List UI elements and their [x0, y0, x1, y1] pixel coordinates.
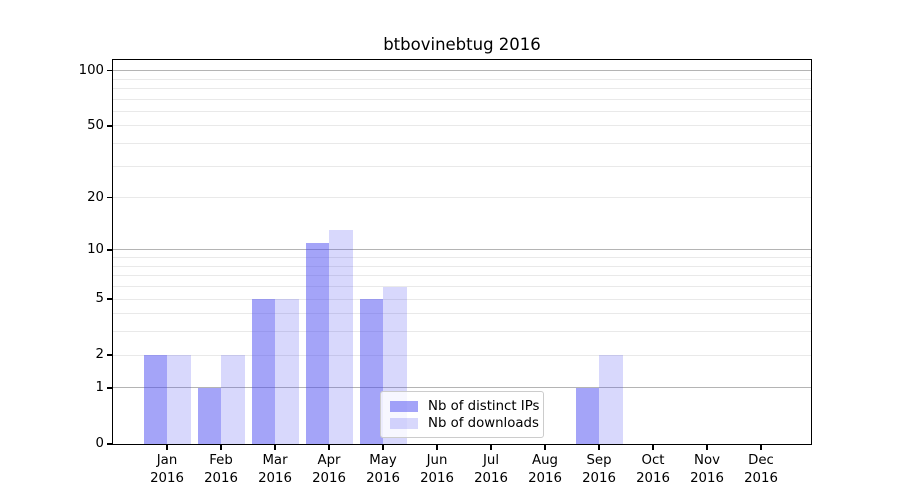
gridline-minor: [113, 125, 811, 127]
y-tick-mark: [107, 443, 112, 445]
y-tick-label: 2: [95, 347, 104, 363]
legend-swatch-distinct-ips: [390, 401, 418, 412]
y-tick-mark: [107, 298, 112, 300]
legend-swatch-downloads: [390, 418, 418, 429]
bar-downloads-feb: [221, 355, 245, 444]
bar-distinct-ips-sep: [575, 387, 599, 444]
y-tick-mark: [107, 387, 112, 389]
x-tick-label: Apr 2016: [312, 453, 346, 486]
gridline-minor: [113, 78, 811, 80]
gridline-major: [113, 387, 811, 389]
gridline-minor: [113, 331, 811, 333]
gridline-minor: [113, 165, 811, 167]
legend-label: Nb of downloads: [428, 416, 539, 431]
legend-label: Nb of distinct IPs: [428, 399, 540, 414]
gridline-minor: [113, 87, 811, 89]
y-tick-label: 1: [95, 379, 104, 395]
x-tick-label: Aug 2016: [528, 453, 562, 486]
x-tick-label: May 2016: [366, 453, 400, 486]
y-tick-label: 20: [87, 189, 104, 205]
y-tick-label: 10: [87, 241, 104, 257]
x-tick-mark: [274, 445, 276, 450]
gridline-minor: [113, 197, 811, 199]
bar-distinct-ips-jan: [143, 355, 167, 444]
x-tick-mark: [598, 445, 600, 450]
x-tick-label: Mar 2016: [258, 453, 292, 486]
y-tick-mark: [107, 125, 112, 127]
legend-item: Nb of distinct IPs: [390, 399, 539, 414]
legend: Nb of distinct IPs Nb of downloads: [380, 391, 544, 438]
chart-title: btbovinebtug 2016: [383, 35, 541, 54]
x-tick-mark: [328, 445, 330, 450]
bar-downloads-apr: [329, 230, 353, 444]
x-tick-label: Sep 2016: [582, 453, 616, 486]
x-tick-mark: [382, 445, 384, 450]
bar-downloads-sep: [599, 355, 623, 444]
gridline-minor: [113, 313, 811, 315]
x-tick-label: Jun 2016: [420, 453, 454, 486]
bar-downloads-jan: [167, 355, 191, 444]
y-tick-label: 50: [87, 117, 104, 133]
gridline-minor: [113, 265, 811, 267]
x-tick-mark: [436, 445, 438, 450]
x-tick-label: Dec 2016: [744, 453, 778, 486]
x-tick-mark: [166, 445, 168, 450]
x-tick-label: Jan 2016: [150, 453, 184, 486]
y-tick-mark: [107, 69, 112, 72]
gridline-minor: [113, 298, 811, 300]
gridline-minor: [113, 286, 811, 288]
x-tick-mark: [706, 445, 708, 450]
x-tick-label: Oct 2016: [636, 453, 670, 486]
x-tick-mark: [652, 445, 654, 450]
x-tick-label: Feb 2016: [204, 453, 238, 486]
x-tick-mark: [544, 445, 546, 450]
bar-downloads-mar: [275, 299, 299, 444]
gridline-major: [113, 249, 811, 251]
y-tick-label: 5: [95, 291, 104, 307]
y-tick-mark: [107, 196, 112, 199]
x-tick-label: Nov 2016: [690, 453, 724, 486]
x-tick-mark: [490, 445, 492, 450]
gridline-minor: [113, 257, 811, 259]
bar-distinct-ips-mar: [251, 299, 275, 444]
bar-distinct-ips-may: [359, 299, 383, 444]
x-tick-mark: [760, 445, 762, 450]
y-tick-mark: [107, 249, 112, 251]
x-tick-mark: [220, 445, 222, 450]
legend-item: Nb of downloads: [390, 416, 539, 431]
gridline-minor: [113, 110, 811, 112]
gridline-minor: [113, 143, 811, 145]
gridline-minor: [113, 275, 811, 277]
x-tick-label: Jul 2016: [474, 453, 508, 486]
gridline-major: [113, 70, 811, 72]
y-tick-mark: [107, 354, 112, 356]
bar-distinct-ips-feb: [197, 387, 221, 444]
y-tick-label: 100: [78, 62, 104, 78]
y-tick-label: 0: [95, 436, 104, 451]
bar-distinct-ips-apr: [305, 242, 329, 444]
gridline-minor: [113, 98, 811, 100]
gridline-minor: [113, 354, 811, 356]
